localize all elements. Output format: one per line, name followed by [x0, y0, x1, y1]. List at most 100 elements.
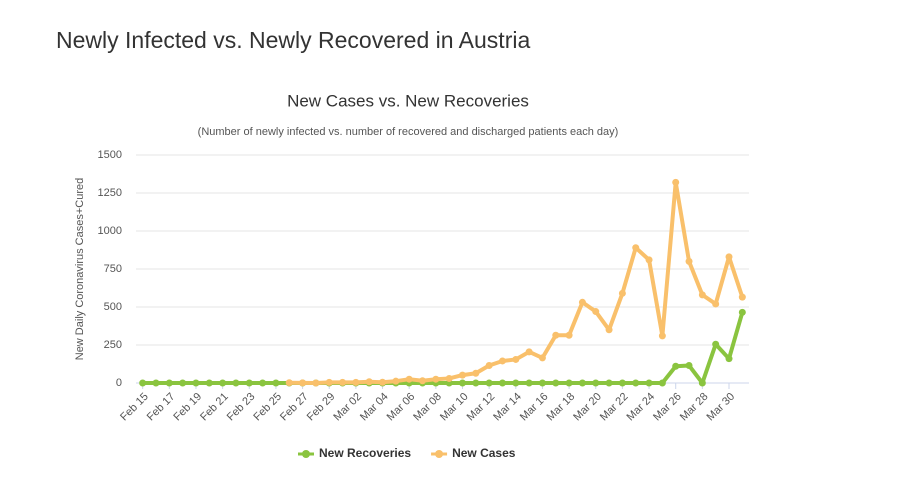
point — [725, 253, 733, 261]
point — [299, 379, 307, 387]
point — [245, 379, 253, 387]
point — [645, 256, 653, 264]
point — [712, 340, 720, 348]
point — [738, 293, 746, 301]
point — [645, 379, 653, 387]
point — [392, 377, 400, 385]
x-tick-label: Mar 28 — [678, 391, 711, 424]
point — [272, 379, 280, 387]
point — [592, 379, 600, 387]
y-tick-label: 0 — [116, 377, 122, 389]
point — [698, 379, 706, 387]
point — [512, 355, 520, 363]
point — [525, 379, 533, 387]
x-tick-label: Mar 22 — [598, 391, 631, 424]
point — [379, 378, 387, 386]
point — [725, 355, 733, 363]
x-tick-label: Mar 30 — [704, 391, 737, 424]
point — [325, 378, 333, 386]
x-tick-label: Feb 15 — [118, 391, 151, 424]
point — [578, 298, 586, 306]
point — [632, 379, 640, 387]
legend-label: New Recoveries — [319, 446, 411, 460]
point — [458, 379, 466, 387]
x-tick-label: Mar 16 — [518, 391, 551, 424]
series-line — [142, 311, 745, 385]
point — [232, 379, 240, 387]
point — [672, 178, 680, 186]
point — [285, 379, 293, 387]
x-tick-label: Mar 20 — [571, 391, 604, 424]
x-tick-label: Feb 21 — [198, 391, 231, 424]
page-title: Newly Infected vs. Newly Recovered in Au… — [56, 27, 530, 53]
x-tick-label: Mar 08 — [411, 391, 444, 424]
y-axis-label: New Daily Coronavirus Cases+Cured — [74, 178, 86, 361]
point — [485, 362, 493, 370]
x-tick-label: Feb 29 — [305, 391, 338, 424]
point — [565, 331, 573, 339]
point — [165, 379, 173, 387]
point — [578, 379, 586, 387]
y-tick-label: 500 — [104, 301, 122, 313]
point — [658, 379, 666, 387]
point — [472, 369, 480, 377]
point — [605, 379, 613, 387]
x-tick-label: Feb 19 — [171, 391, 204, 424]
point — [685, 362, 693, 370]
y-tick-label: 1000 — [98, 225, 122, 237]
point — [592, 308, 600, 316]
x-tick-label: Mar 12 — [465, 391, 498, 424]
y-tick-label: 1500 — [98, 149, 122, 161]
point — [485, 379, 493, 387]
point — [152, 379, 160, 387]
point — [432, 375, 440, 383]
point — [352, 378, 360, 386]
point — [565, 379, 573, 387]
point — [139, 379, 147, 387]
point — [738, 308, 746, 316]
point — [498, 357, 506, 365]
point — [339, 378, 347, 386]
point — [192, 379, 200, 387]
y-tick-label: 250 — [104, 339, 122, 351]
point — [552, 331, 560, 339]
point — [712, 300, 720, 308]
point — [445, 374, 453, 382]
legend-marker — [302, 450, 310, 458]
point — [419, 377, 427, 385]
x-tick-label: Feb 23 — [225, 391, 258, 424]
point — [698, 291, 706, 299]
point — [205, 379, 213, 387]
point — [498, 379, 506, 387]
point — [512, 379, 520, 387]
point — [219, 379, 227, 387]
x-tick-label: Mar 14 — [491, 391, 524, 424]
x-tick-label: Mar 10 — [438, 391, 471, 424]
point — [458, 371, 466, 379]
x-tick-label: Feb 17 — [145, 391, 178, 424]
chart-subtitle: (Number of newly infected vs. number of … — [198, 126, 619, 138]
y-tick-label: 1250 — [98, 187, 122, 199]
point — [312, 379, 320, 387]
x-tick-label: Feb 25 — [251, 391, 284, 424]
point — [179, 379, 187, 387]
x-tick-label: Mar 02 — [331, 391, 364, 424]
point — [605, 326, 613, 334]
point — [632, 244, 640, 252]
point — [405, 375, 413, 383]
x-tick-label: Mar 24 — [625, 391, 658, 424]
x-tick-label: Mar 18 — [545, 391, 578, 424]
point — [538, 354, 546, 362]
point — [472, 379, 480, 387]
x-tick-label: Feb 27 — [278, 391, 311, 424]
point — [685, 257, 693, 265]
point — [525, 348, 533, 356]
point — [538, 379, 546, 387]
point — [618, 289, 626, 297]
y-tick-label: 750 — [104, 263, 122, 275]
legend-label: New Cases — [452, 446, 516, 460]
legend-marker — [435, 450, 444, 458]
point — [658, 332, 666, 340]
